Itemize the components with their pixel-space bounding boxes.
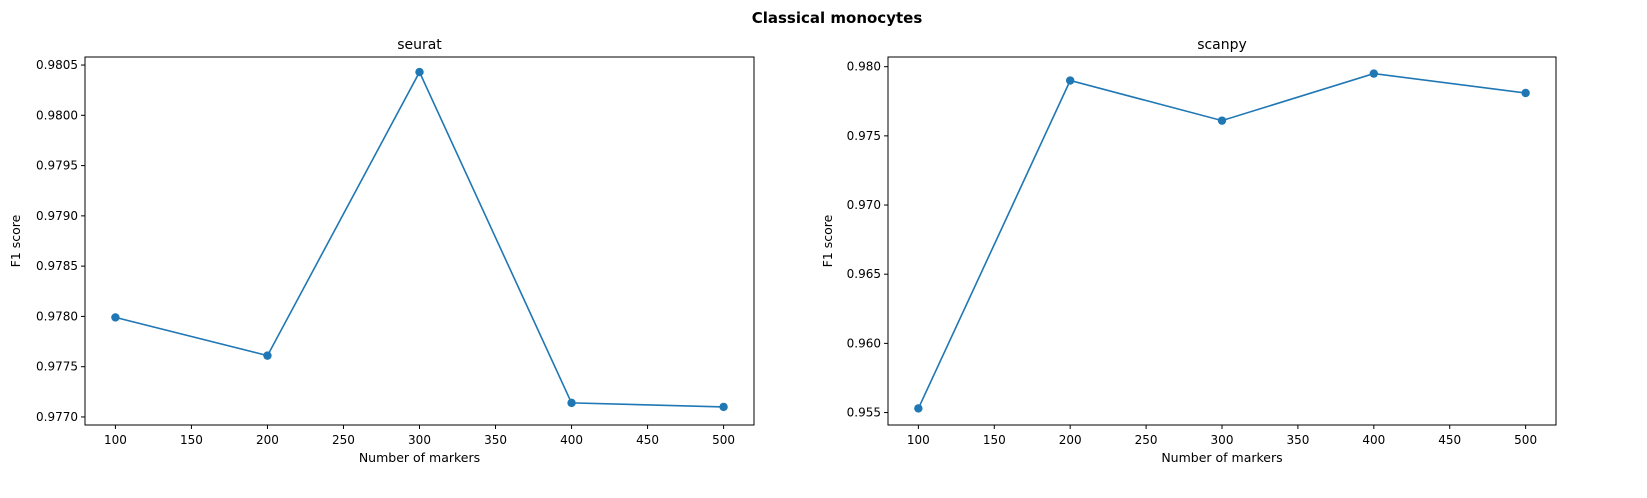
x-tick-label: 500: [1514, 433, 1537, 447]
x-tick-label: 300: [408, 433, 431, 447]
figure-title: Classical monocytes: [752, 9, 923, 27]
y-tick-label: 0.9775: [36, 360, 78, 374]
x-tick-label: 400: [1362, 433, 1385, 447]
x-tick-label: 500: [712, 433, 735, 447]
x-tick-label: 150: [180, 433, 203, 447]
y-axis-label: F1 score: [8, 214, 23, 267]
data-point: [914, 404, 923, 413]
x-tick-label: 450: [1438, 433, 1461, 447]
plot-frame: [84, 56, 755, 426]
x-tick-label: 150: [983, 433, 1006, 447]
data-point: [263, 351, 272, 360]
chart-title: scanpy: [1197, 37, 1247, 53]
chart-title: seurat: [397, 37, 442, 53]
x-tick-label: 300: [1211, 433, 1234, 447]
x-tick-label: 250: [332, 433, 355, 447]
x-tick-label: 200: [1059, 433, 1082, 447]
chart-seurat: seurat Number of markers F1 score 100 150…: [8, 37, 755, 465]
plot-frame: [887, 56, 1557, 426]
y-tick-label: 0.955: [847, 406, 881, 420]
x-tick-label: 400: [560, 433, 583, 447]
x-tick-label: 100: [907, 433, 930, 447]
x-tick-label: 100: [104, 433, 127, 447]
y-tick-label: 0.9780: [36, 309, 78, 323]
y-tick-label: 0.960: [847, 336, 881, 350]
data-point: [567, 398, 576, 408]
x-tick-label: 200: [256, 433, 279, 447]
y-tick-label: 0.975: [847, 129, 881, 143]
y-tick-label: 0.970: [847, 198, 881, 212]
data-point: [1521, 88, 1530, 98]
y-tick-label: 0.965: [847, 267, 881, 281]
y-tick-label: 0.9790: [36, 209, 78, 223]
y-axis-label: F1 score: [820, 214, 835, 267]
data-point: [111, 313, 120, 322]
x-tick-label: 350: [1286, 433, 1309, 447]
x-tick-label: 350: [484, 433, 507, 447]
data-point: [1065, 76, 1075, 85]
x-tick-label: 450: [636, 433, 659, 447]
y-tick-label: 0.9770: [36, 410, 78, 424]
data-point: [719, 402, 728, 412]
data-point: [1217, 116, 1227, 125]
data-point: [1369, 69, 1379, 78]
y-tick-label: 0.9795: [36, 159, 78, 173]
y-tick-label: 0.9800: [36, 108, 78, 122]
data-point: [415, 67, 424, 77]
series-line: [115, 70, 724, 408]
x-tick-label: 250: [1135, 433, 1158, 447]
x-axis-label: Number of markers: [359, 450, 480, 465]
y-tick-label: 0.9805: [36, 58, 78, 72]
y-tick-label: 0.9785: [36, 259, 78, 273]
y-tick-label: 0.980: [847, 60, 881, 74]
chart-scanpy: scanpy Number of markers F1 score 100 150…: [820, 37, 1557, 465]
x-axis-label: Number of markers: [1161, 450, 1282, 465]
